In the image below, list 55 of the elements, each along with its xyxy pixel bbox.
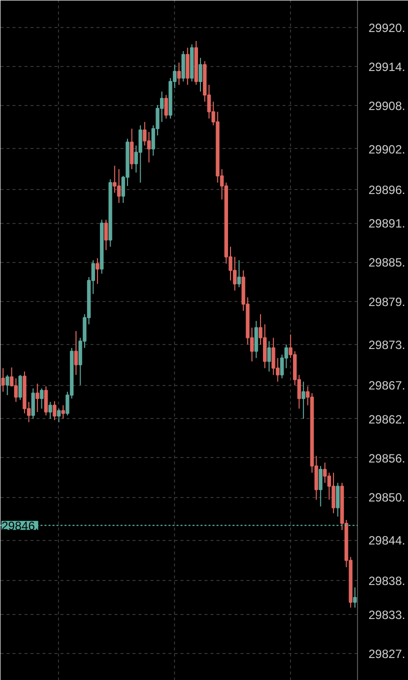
candlestick bbox=[267, 340, 271, 372]
y-tick-label: 29850. bbox=[368, 490, 406, 505]
candlestick bbox=[232, 256, 237, 292]
candlestick bbox=[302, 381, 306, 420]
y-tick-label: 29891. bbox=[368, 216, 406, 231]
y-tick-label: 29833. bbox=[368, 608, 406, 622]
candlestick bbox=[336, 482, 340, 518]
candlestick bbox=[104, 219, 108, 251]
candlestick bbox=[198, 57, 202, 92]
y-tick-label: 29844. bbox=[368, 534, 406, 548]
candlestick bbox=[164, 94, 168, 120]
candlestick bbox=[48, 401, 52, 420]
candlestick bbox=[138, 124, 142, 184]
ref-line-label: 29846. bbox=[2, 518, 38, 533]
y-tick-label: 29856. bbox=[368, 451, 406, 466]
y-tick-label: 29862. bbox=[368, 412, 406, 426]
candlestick bbox=[6, 374, 10, 396]
candlestick bbox=[262, 324, 267, 369]
y-tick-label: 29873. bbox=[368, 338, 406, 352]
candlestick bbox=[61, 404, 65, 420]
y-tick-label: 29896. bbox=[368, 182, 406, 197]
candlestick bbox=[254, 320, 258, 359]
candlestick bbox=[40, 388, 44, 410]
candlestick bbox=[117, 168, 121, 204]
candlestick bbox=[14, 378, 18, 402]
candlestick bbox=[147, 132, 151, 163]
candlestick bbox=[318, 465, 322, 507]
candlestick bbox=[272, 337, 276, 376]
y-tick-label: 29920. bbox=[368, 20, 406, 35]
candlestick bbox=[186, 47, 190, 86]
y-tick-label: 29902. bbox=[368, 142, 406, 156]
candlestick bbox=[52, 400, 56, 421]
y-tick-label: 29827. bbox=[368, 647, 406, 662]
y-tick-label: 29914. bbox=[368, 60, 406, 74]
candlestick bbox=[1, 368, 5, 392]
y-tick-label: 29867. bbox=[368, 378, 406, 393]
candlestick bbox=[353, 586, 357, 608]
candlestick bbox=[142, 121, 147, 146]
candlestick bbox=[31, 388, 35, 420]
candlestick bbox=[57, 408, 61, 423]
candlestick bbox=[74, 330, 78, 376]
candlestick bbox=[96, 258, 100, 284]
candlestick bbox=[332, 472, 336, 514]
candlestick bbox=[44, 386, 48, 416]
y-tick-label: 29885. bbox=[368, 256, 406, 270]
y-tick-label: 29838. bbox=[368, 574, 406, 588]
candlestick bbox=[181, 50, 186, 82]
candlestick bbox=[36, 383, 40, 413]
candlestick bbox=[323, 462, 327, 484]
candlestick bbox=[237, 260, 241, 288]
y-tick-label: 29879. bbox=[368, 294, 406, 309]
candlestick bbox=[130, 128, 134, 170]
candlestick bbox=[177, 62, 181, 86]
y-tick-label: 29908. bbox=[368, 99, 406, 114]
candlestick bbox=[18, 374, 22, 400]
